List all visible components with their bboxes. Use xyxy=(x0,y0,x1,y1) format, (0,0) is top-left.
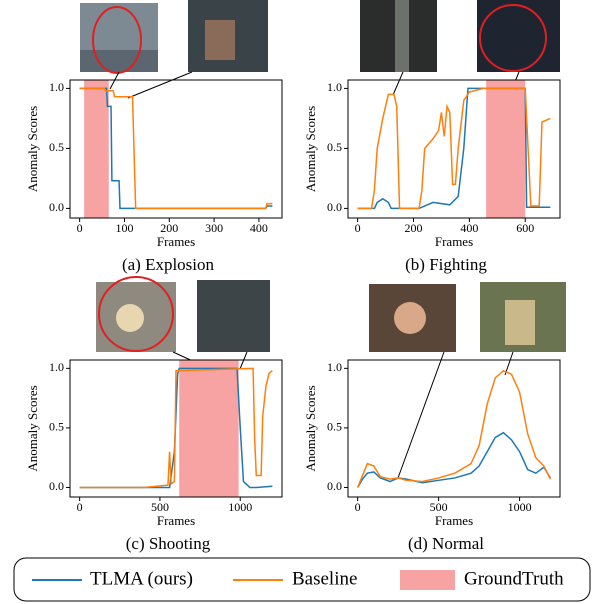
thumbnail xyxy=(197,280,270,352)
ground-truth-region xyxy=(179,360,238,497)
chart-title: (d) Normal xyxy=(408,534,484,553)
figure: 0 100 200 300 400 0.0 0.5 1.0 Frames Anomaly Scor… xyxy=(0,0,599,604)
x-tick-label: 300 xyxy=(205,221,223,235)
x-tick-label: 1000 xyxy=(508,500,532,514)
x-tick-label: 1000 xyxy=(228,500,252,514)
x-tick-label: 200 xyxy=(404,221,422,235)
y-tick-label: 1.0 xyxy=(327,80,342,94)
y-axis-label: Anomaly Scores xyxy=(303,106,318,192)
x-tick-label: 0 xyxy=(77,500,83,514)
x-tick-label: 500 xyxy=(430,500,448,514)
x-tick-label: 500 xyxy=(151,500,169,514)
x-axis-label: Frames xyxy=(435,513,473,528)
y-tick-label: 0.5 xyxy=(327,140,342,154)
ground-truth-region xyxy=(84,80,109,218)
thumbnail-detail xyxy=(394,302,426,334)
y-tick-label: 0.5 xyxy=(49,140,64,154)
y-tick-label: 0.0 xyxy=(327,479,342,493)
thumbnail-detail xyxy=(116,304,144,332)
y-axis-label: Anomaly Scores xyxy=(303,385,318,471)
x-tick-label: 0 xyxy=(355,221,361,235)
y-tick-label: 0.0 xyxy=(49,200,64,214)
chart-title: (b) Fighting xyxy=(405,255,487,274)
y-tick-label: 0.5 xyxy=(49,420,64,434)
y-axis-label: Anomaly Scores xyxy=(25,106,40,192)
x-tick-label: 400 xyxy=(460,221,478,235)
thumbnail-detail xyxy=(205,20,235,60)
series-line xyxy=(358,433,551,488)
thumbnail-detail xyxy=(395,0,409,72)
x-tick-label: 100 xyxy=(115,221,133,235)
y-tick-label: 1.0 xyxy=(327,360,342,374)
x-axis-label: Frames xyxy=(157,234,195,249)
x-tick-label: 600 xyxy=(516,221,534,235)
legend-label: Baseline xyxy=(292,568,357,589)
thumbnail-detail xyxy=(505,300,535,345)
legend-swatch xyxy=(400,570,455,590)
x-axis-label: Frames xyxy=(435,234,473,249)
y-tick-label: 0.0 xyxy=(327,200,342,214)
series-line xyxy=(358,371,551,488)
chart-title: (a) Explosion xyxy=(122,255,215,274)
x-tick-label: 200 xyxy=(160,221,178,235)
y-tick-label: 1.0 xyxy=(49,360,64,374)
x-tick-label: 0 xyxy=(77,221,83,235)
pointer-line xyxy=(393,72,403,95)
legend-label: GroundTruth xyxy=(464,568,564,589)
thumbnail-detail xyxy=(80,50,158,72)
y-tick-label: 0.5 xyxy=(327,420,342,434)
legend-label: TLMA (ours) xyxy=(90,568,193,589)
y-axis-label: Anomaly Scores xyxy=(25,385,40,471)
pointer-line xyxy=(398,352,444,478)
x-axis-label: Frames xyxy=(157,513,195,528)
y-tick-label: 0.0 xyxy=(49,479,64,493)
chart-title: (c) Shooting xyxy=(126,534,211,553)
y-tick-label: 1.0 xyxy=(49,80,64,94)
x-tick-label: 0 xyxy=(355,500,361,514)
x-tick-label: 400 xyxy=(250,221,268,235)
ground-truth-region xyxy=(486,80,525,218)
pointer-line xyxy=(128,72,192,98)
